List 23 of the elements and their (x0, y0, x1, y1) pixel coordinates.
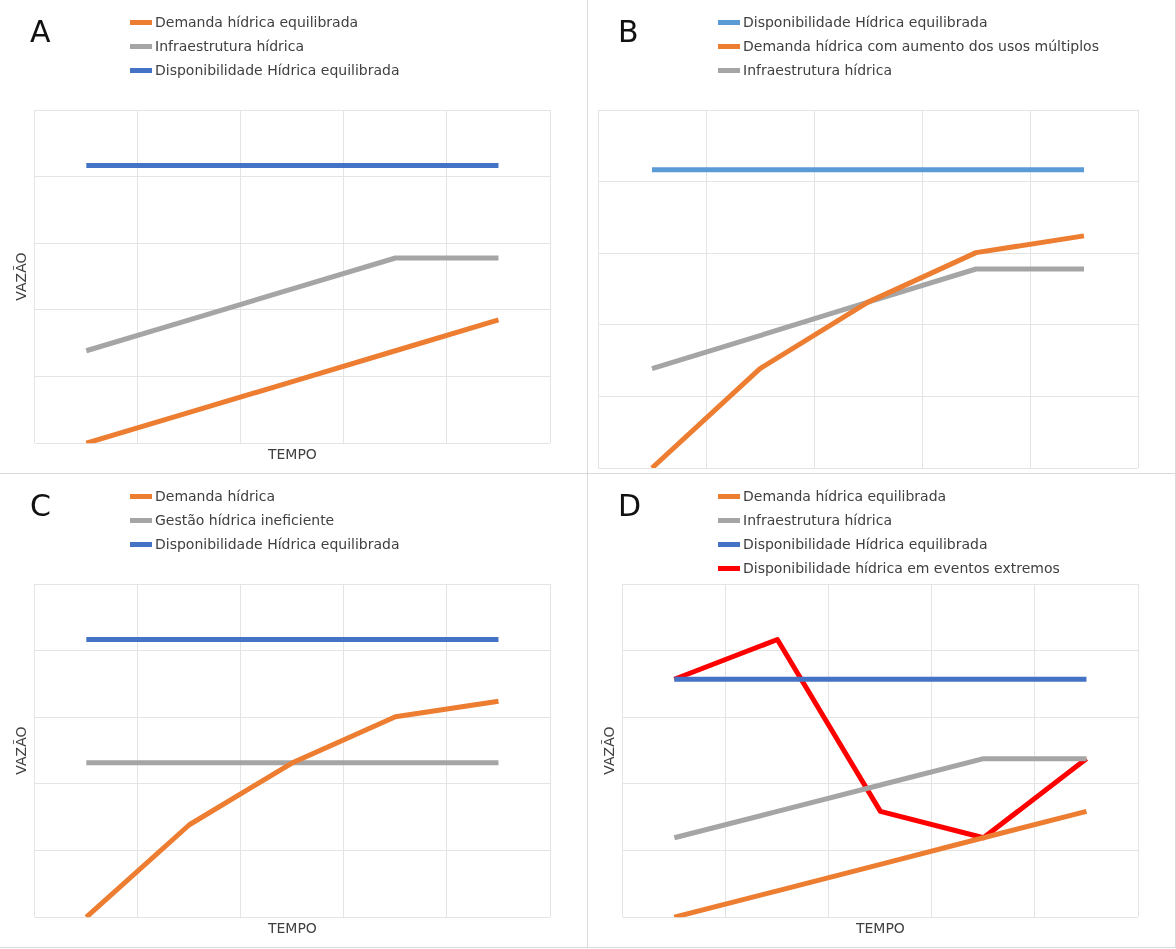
legend-label: Gestão hídrica ineficiente (155, 512, 335, 528)
x-axis-title: TEMPO (266, 446, 317, 463)
legend-label: Disponibilidade hídrica em eventos extremos (743, 560, 1060, 576)
chart-title: A (30, 14, 51, 49)
chart-title: D (618, 488, 642, 523)
legend-label: Infraestrutura hídrica (743, 512, 893, 528)
x-axis-title: TEMPO (266, 920, 317, 937)
x-axis-title: TEMPO (854, 920, 905, 937)
legend-label: Disponibilidade Hídrica equilibrada (743, 14, 988, 30)
legend-label: Demanda hídrica (155, 488, 275, 504)
legend-label: Disponibilidade Hídrica equilibrada (155, 536, 400, 552)
chart-title: B (618, 14, 639, 49)
legend-label: Demanda hídrica equilibrada (743, 488, 947, 504)
legend-label: Disponibilidade Hídrica equilibrada (155, 62, 400, 78)
legend-label: Infraestrutura hídrica (743, 62, 893, 78)
legend-label: Disponibilidade Hídrica equilibrada (743, 536, 988, 552)
legend-label: Demanda hídrica equilibrada (155, 14, 359, 30)
y-axis-title: VAZÃO (13, 726, 30, 775)
chart-title: C (30, 488, 51, 523)
y-axis-title: VAZÃO (13, 252, 30, 301)
y-axis-title: VAZÃO (601, 726, 618, 775)
legend-label: Infraestrutura hídrica (155, 38, 305, 54)
legend-label: Demanda hídrica com aumento dos usos múltiplos (743, 38, 1099, 54)
